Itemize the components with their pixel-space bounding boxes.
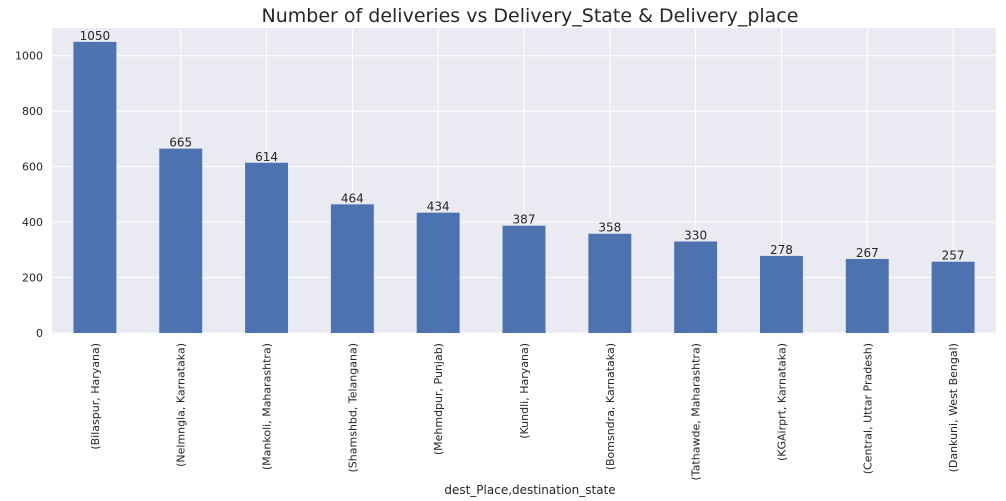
bar xyxy=(845,258,889,333)
x-tick-label: (Dankuni, West Bengal) xyxy=(947,343,960,472)
x-tick-label: (Mehmdpur, Punjab) xyxy=(432,343,445,455)
bar xyxy=(245,162,288,333)
bar-value-label: 614 xyxy=(255,150,278,164)
bar xyxy=(760,255,803,333)
chart-title: Number of deliveries vs Delivery_State &… xyxy=(262,5,799,27)
bar-value-label: 1050 xyxy=(80,29,111,43)
x-axis-ticks: (Bilaspur, Haryana) (Nelmngla, Karnataka)… xyxy=(89,343,960,480)
y-tick-label: 800 xyxy=(22,105,43,118)
bar xyxy=(588,233,632,333)
bar-series xyxy=(73,41,975,333)
y-tick-label: 600 xyxy=(22,161,43,174)
bar xyxy=(416,212,460,333)
x-tick-label: (Shamshbd, Telangana) xyxy=(346,343,359,472)
bar-value-label: 434 xyxy=(427,200,450,214)
y-tick-label: 400 xyxy=(22,216,43,229)
y-tick-label: 1000 xyxy=(15,50,43,63)
bar-value-label: 387 xyxy=(513,213,536,227)
x-tick-label: (Tathawde, Maharashtra) xyxy=(690,343,703,480)
y-tick-label: 0 xyxy=(36,327,43,340)
bar-value-label: 358 xyxy=(598,221,621,235)
x-tick-label: (Nelmngla, Karnataka) xyxy=(175,343,188,467)
y-axis-ticks: 0 200 400 600 800 1000 xyxy=(15,50,43,340)
bar xyxy=(73,41,117,333)
bar-value-label: 665 xyxy=(169,136,192,150)
bar-value-label: 278 xyxy=(770,243,793,257)
bar xyxy=(502,225,546,333)
x-tick-label: (Central, Uttar Pradesh) xyxy=(861,343,874,474)
bar xyxy=(159,148,203,333)
bar xyxy=(674,241,718,333)
data-labels: 1050 665 614 464 434 387 358 330 278 267 257 xyxy=(80,29,965,263)
bar xyxy=(931,261,975,333)
bar xyxy=(330,204,374,333)
bar-value-label: 257 xyxy=(942,249,965,263)
x-tick-label: (Mankoli, Maharashtra) xyxy=(261,343,274,470)
y-tick-label: 200 xyxy=(22,272,43,285)
bar-value-label: 330 xyxy=(684,229,707,243)
bar-value-label: 267 xyxy=(856,246,879,260)
x-tick-label: (Bomsndra, Karnataka) xyxy=(604,343,617,470)
bar-value-label: 464 xyxy=(341,191,364,205)
x-tick-label: (Kundli, Haryana) xyxy=(518,343,531,439)
x-tick-label: (Bilaspur, Haryana) xyxy=(89,343,102,450)
x-tick-label: (KGAirprt, Karnataka) xyxy=(775,343,788,461)
x-axis-label: dest_Place,destination_state xyxy=(444,483,615,497)
